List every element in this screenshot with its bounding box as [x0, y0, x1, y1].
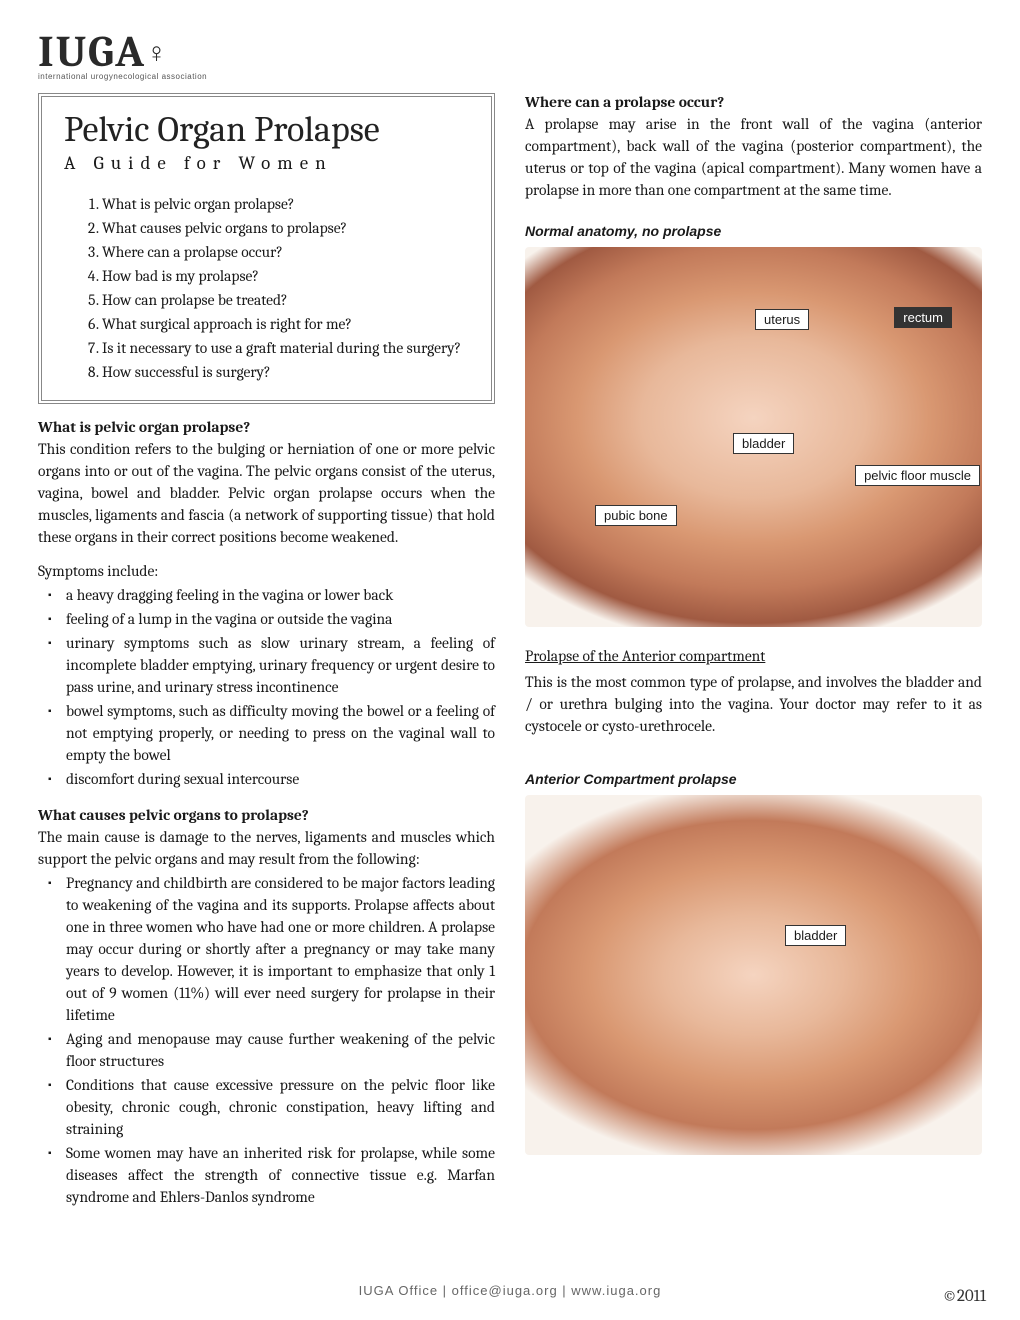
toc-item: What is pelvic organ prolapse? [102, 192, 469, 216]
fig1-caption: Normal anatomy, no prolapse [525, 223, 982, 239]
toc-list: What is pelvic organ prolapse? What caus… [64, 192, 469, 384]
para-what-is: This condition refers to the bulging or … [38, 438, 495, 548]
label-rectum: rectum [894, 307, 952, 328]
footer-contact: IUGA Office | office@iuga.org | www.iuga… [0, 1283, 1020, 1298]
label-pelvic-floor: pelvic floor muscle [855, 465, 980, 486]
logo-letters: IUGA [38, 26, 146, 77]
heading-what-is: What is pelvic organ prolapse? [38, 418, 495, 436]
figure-anterior-prolapse: bladder [525, 795, 982, 1155]
copyright: ©2011 [942, 1287, 986, 1306]
symptom-item: bowel symptoms, such as difficulty movin… [66, 700, 495, 766]
heading-anterior: Prolapse of the Anterior compartment [525, 647, 982, 665]
toc-item: Where can a prolapse occur? [102, 240, 469, 264]
cause-item: Pregnancy and childbirth are considered … [66, 872, 495, 1026]
para-anterior: This is the most common type of prolapse… [525, 671, 982, 737]
label-pubic-bone: pubic bone [595, 505, 677, 526]
cause-item: Conditions that cause excessive pressure… [66, 1074, 495, 1140]
toc-item: Is it necessary to use a graft material … [102, 336, 469, 360]
toc-item: What surgical approach is right for me? [102, 312, 469, 336]
causes-list: Pregnancy and childbirth are considered … [38, 872, 495, 1208]
right-column: Where can a prolapse occur? A prolapse m… [525, 93, 982, 1210]
para-where: A prolapse may arise in the front wall o… [525, 113, 982, 201]
cause-item: Aging and menopause may cause further we… [66, 1028, 495, 1072]
label-bladder: bladder [733, 433, 794, 454]
venus-icon: ♀ [146, 39, 169, 67]
logo-subtitle: international urogynecological associati… [38, 72, 982, 81]
title-sub: A Guide for Women [64, 152, 469, 174]
heading-causes: What causes pelvic organs to prolapse? [38, 806, 495, 824]
title-box: Pelvic Organ Prolapse A Guide for Women … [38, 93, 495, 404]
toc-item: How bad is my prolapse? [102, 264, 469, 288]
label-bladder-2: bladder [785, 925, 846, 946]
figure-normal-anatomy: uterus rectum bladder pelvic floor muscl… [525, 247, 982, 627]
toc-item: How successful is surgery? [102, 360, 469, 384]
fig2-caption: Anterior Compartment prolapse [525, 771, 982, 787]
toc-item: How can prolapse be treated? [102, 288, 469, 312]
symptom-item: feeling of a lump in the vagina or outsi… [66, 608, 495, 630]
para-causes: The main cause is damage to the nerves, … [38, 826, 495, 870]
left-column: Pelvic Organ Prolapse A Guide for Women … [38, 93, 495, 1210]
symptoms-intro: Symptoms include: [38, 560, 495, 582]
symptom-item: discomfort during sexual intercourse [66, 768, 495, 790]
logo-block: IUGA♀ international urogynecological ass… [38, 30, 982, 81]
symptoms-list: a heavy dragging feeling in the vagina o… [38, 584, 495, 790]
title-main: Pelvic Organ Prolapse [64, 109, 469, 150]
cause-item: Some women may have an inherited risk fo… [66, 1142, 495, 1208]
symptom-item: urinary symptoms such as slow urinary st… [66, 632, 495, 698]
label-uterus: uterus [755, 309, 809, 330]
heading-where: Where can a prolapse occur? [525, 93, 982, 111]
symptom-item: a heavy dragging feeling in the vagina o… [66, 584, 495, 606]
toc-item: What causes pelvic organs to prolapse? [102, 216, 469, 240]
logo-text: IUGA♀ [38, 30, 982, 74]
